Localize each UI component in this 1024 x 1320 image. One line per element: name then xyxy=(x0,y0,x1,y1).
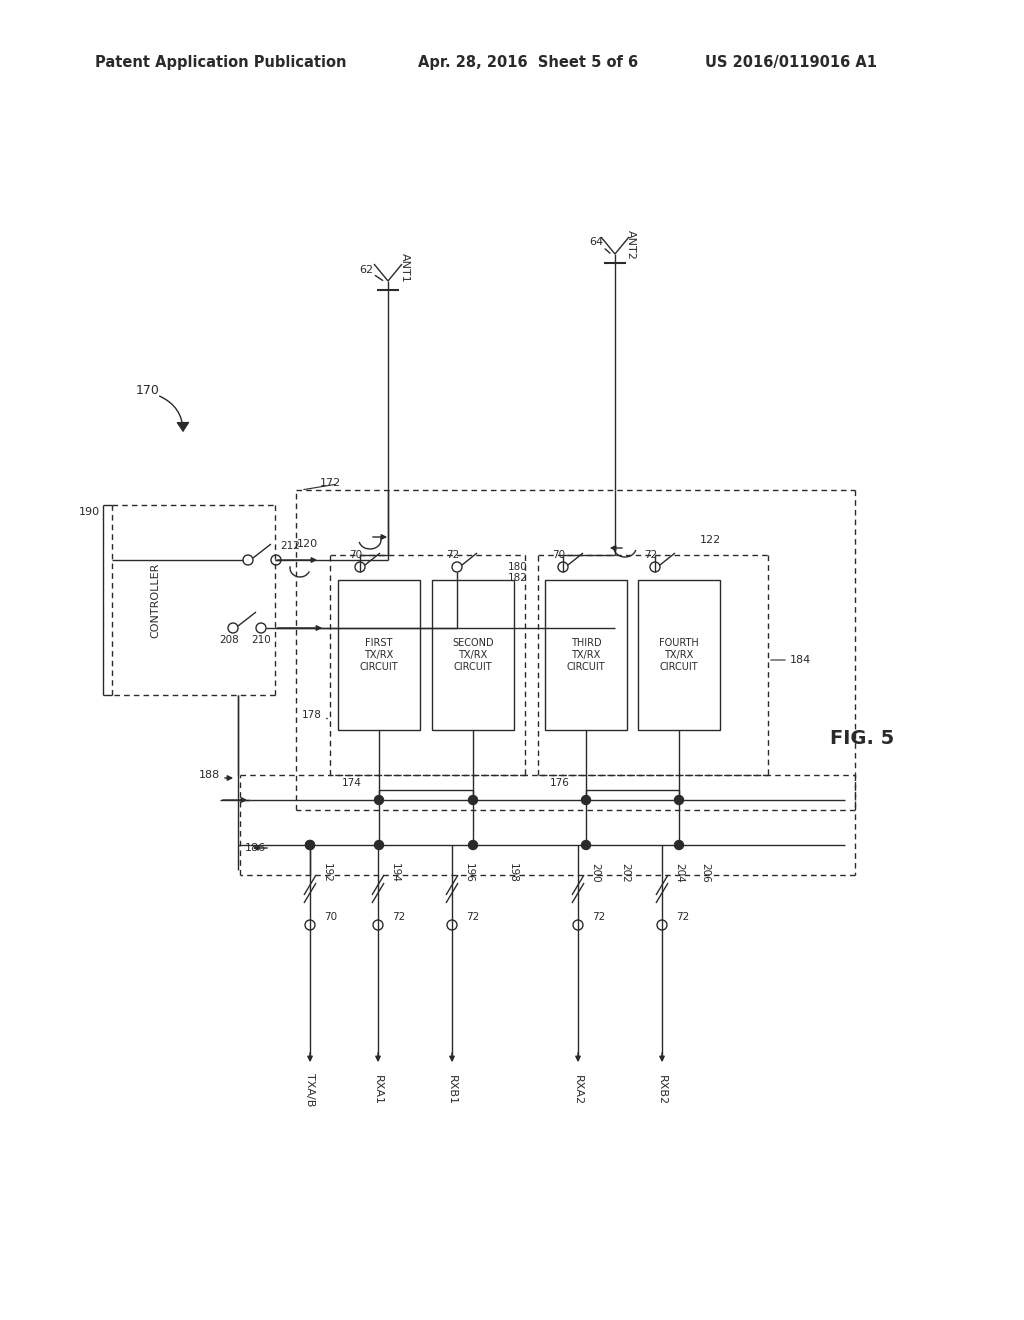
Circle shape xyxy=(675,841,683,850)
Text: Patent Application Publication: Patent Application Publication xyxy=(95,54,346,70)
Text: 70: 70 xyxy=(552,550,565,560)
Text: THIRD
TX/RX
CIRCUIT: THIRD TX/RX CIRCUIT xyxy=(566,639,605,672)
Circle shape xyxy=(675,796,683,804)
Text: 180: 180 xyxy=(508,562,528,572)
Text: FIRST
TX/RX
CIRCUIT: FIRST TX/RX CIRCUIT xyxy=(359,639,398,672)
Text: 170: 170 xyxy=(136,384,160,396)
Text: 188: 188 xyxy=(199,770,220,780)
Circle shape xyxy=(305,841,314,850)
Text: SECOND
TX/RX
CIRCUIT: SECOND TX/RX CIRCUIT xyxy=(453,639,494,672)
Text: CONTROLLER: CONTROLLER xyxy=(150,562,160,638)
Text: 202: 202 xyxy=(620,863,630,883)
Text: 174: 174 xyxy=(342,777,361,788)
Text: 70: 70 xyxy=(324,912,337,921)
Text: 72: 72 xyxy=(392,912,406,921)
Circle shape xyxy=(305,841,314,850)
Circle shape xyxy=(375,796,384,804)
Text: 72: 72 xyxy=(592,912,605,921)
Text: RXB1: RXB1 xyxy=(447,1074,457,1105)
Text: 64: 64 xyxy=(589,238,603,247)
Text: 72: 72 xyxy=(466,912,479,921)
Text: 176: 176 xyxy=(550,777,570,788)
Text: 192: 192 xyxy=(322,863,332,883)
Text: 204: 204 xyxy=(674,863,684,883)
Circle shape xyxy=(469,841,477,850)
Text: Apr. 28, 2016  Sheet 5 of 6: Apr. 28, 2016 Sheet 5 of 6 xyxy=(418,54,638,70)
Text: 206: 206 xyxy=(700,863,710,883)
Text: 186: 186 xyxy=(245,843,266,853)
Text: 184: 184 xyxy=(790,655,811,665)
Text: 72: 72 xyxy=(676,912,689,921)
Text: 178: 178 xyxy=(302,710,322,719)
Circle shape xyxy=(375,841,384,850)
Text: 70: 70 xyxy=(349,550,362,560)
Text: RXA1: RXA1 xyxy=(373,1074,383,1105)
Circle shape xyxy=(582,841,591,850)
FancyArrowPatch shape xyxy=(160,396,188,430)
Text: ANT1: ANT1 xyxy=(400,253,410,282)
Text: 72: 72 xyxy=(446,550,460,560)
Text: RXA2: RXA2 xyxy=(573,1074,583,1105)
Text: ANT2: ANT2 xyxy=(626,230,636,260)
Text: 182: 182 xyxy=(508,573,528,583)
Text: US 2016/0119016 A1: US 2016/0119016 A1 xyxy=(705,54,877,70)
Text: 62: 62 xyxy=(359,265,373,275)
Circle shape xyxy=(469,796,477,804)
Text: 200: 200 xyxy=(590,863,600,883)
Circle shape xyxy=(582,796,591,804)
Text: 190: 190 xyxy=(79,507,100,517)
Bar xyxy=(545,579,627,730)
Text: FOURTH
TX/RX
CIRCUIT: FOURTH TX/RX CIRCUIT xyxy=(659,639,698,672)
Text: 194: 194 xyxy=(390,863,400,883)
Text: 172: 172 xyxy=(319,478,341,488)
Text: 72: 72 xyxy=(644,550,657,560)
Text: 122: 122 xyxy=(700,535,721,545)
Text: 208: 208 xyxy=(219,635,239,645)
Bar xyxy=(638,579,720,730)
Text: FIG. 5: FIG. 5 xyxy=(830,729,894,747)
Text: 120: 120 xyxy=(296,539,317,549)
Text: 196: 196 xyxy=(464,863,474,883)
Bar xyxy=(338,579,420,730)
Bar xyxy=(432,579,514,730)
Text: RXB2: RXB2 xyxy=(657,1074,667,1105)
Text: 198: 198 xyxy=(508,863,518,883)
Text: TXA/B: TXA/B xyxy=(305,1073,315,1106)
Text: 210: 210 xyxy=(251,635,271,645)
Text: 212: 212 xyxy=(280,541,300,550)
